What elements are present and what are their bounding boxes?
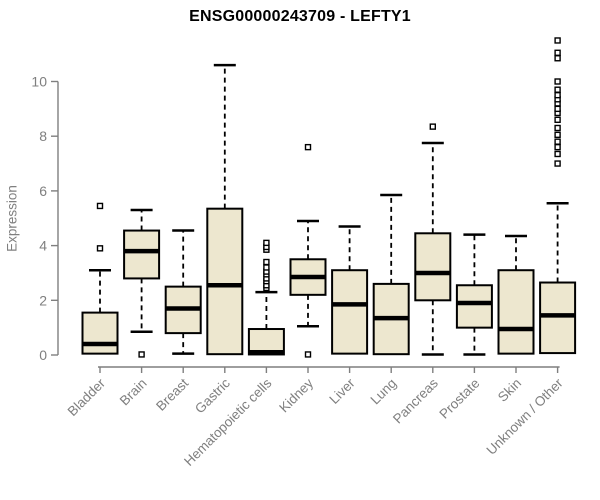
outlier-point-unknown-other — [554, 124, 561, 132]
outlier-point-brain — [138, 351, 145, 358]
outlier-point-unknown-other — [554, 131, 561, 139]
box-liver — [331, 269, 369, 355]
outlier-point-bladder — [96, 245, 104, 252]
outlier-point-unknown-other — [554, 91, 561, 99]
x-tick-label-liver: Liver — [326, 375, 358, 407]
outlier-point-unknown-other — [554, 49, 561, 56]
box-bladder — [81, 311, 119, 355]
outlier-point-unknown-other — [554, 37, 561, 44]
x-tick-label-prostate: Prostate — [436, 376, 482, 422]
outlier-point-pancreas — [429, 123, 436, 130]
outlier-point-unknown-other — [554, 55, 561, 62]
outlier-point-unknown-other — [554, 143, 561, 151]
y-tick-label: 8 — [39, 128, 47, 144]
x-tick-label-bladder: Bladder — [65, 375, 109, 419]
x-tick-label-brain: Brain — [117, 376, 150, 409]
box-unknown-other — [539, 281, 577, 355]
outlier-point-unknown-other — [554, 160, 561, 167]
y-axis-title: Expression — [4, 185, 20, 252]
x-tick-label-unknown-other: Unknown / Other — [483, 375, 566, 458]
box-brain — [123, 229, 161, 280]
outlier-point-unknown-other — [554, 78, 561, 85]
outlier-point-hematopoietic-cells — [263, 258, 270, 266]
outlier-point-unknown-other — [554, 150, 561, 158]
outlier-point-unknown-other — [554, 116, 561, 123]
box-skin — [497, 269, 535, 355]
outlier-point-kidney — [304, 143, 312, 151]
box-pancreas — [414, 232, 452, 302]
y-tick-label: 6 — [39, 183, 47, 199]
x-tick-label-lung: Lung — [367, 376, 399, 408]
outlier-point-unknown-other — [554, 86, 561, 93]
outlier-point-bladder — [96, 202, 104, 210]
outlier-point-kidney — [304, 351, 312, 358]
y-tick-label: 0 — [39, 347, 47, 363]
y-tick-label: 2 — [39, 292, 47, 308]
y-tick-label: 4 — [39, 238, 47, 254]
outlier-point-unknown-other — [554, 105, 561, 113]
box-gastric — [206, 207, 244, 356]
box-prostate — [455, 284, 493, 329]
x-tick-label-gastric: Gastric — [192, 375, 233, 416]
x-tick-label-breast: Breast — [153, 375, 191, 413]
y-tick-label: 10 — [31, 74, 47, 90]
x-tick-label-kidney: Kidney — [276, 375, 316, 415]
outlier-point-unknown-other — [554, 138, 561, 145]
outlier-point-hematopoietic-cells — [263, 264, 270, 271]
outlier-point-hematopoietic-cells — [263, 239, 270, 247]
x-tick-label-skin: Skin — [495, 376, 524, 405]
chart-title: ENSG00000243709 - LEFTY1 — [189, 8, 411, 25]
x-tick-label-pancreas: Pancreas — [390, 375, 441, 426]
